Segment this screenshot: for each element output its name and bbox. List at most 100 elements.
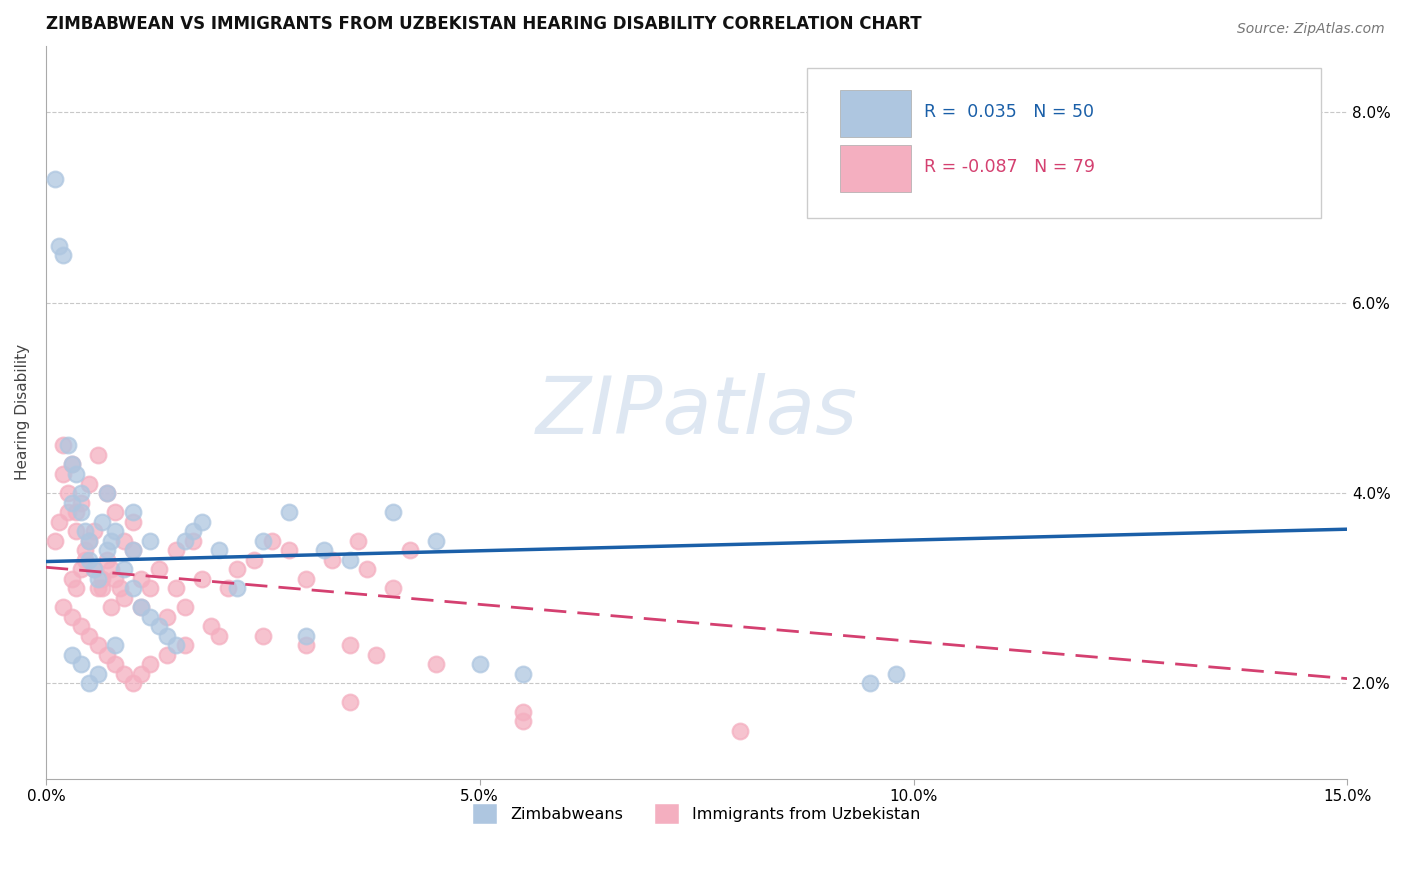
Point	[52, 248, 75, 262]
Point	[52, 600, 75, 615]
Point	[60, 572, 83, 586]
Point	[73, 543, 96, 558]
Point	[121, 676, 143, 690]
Legend: Zimbabweans, Immigrants from Uzbekistan: Zimbabweans, Immigrants from Uzbekistan	[461, 791, 932, 837]
Point	[295, 638, 318, 652]
Point	[399, 543, 422, 558]
Point	[52, 467, 75, 481]
Point	[48, 238, 70, 252]
Point	[104, 572, 127, 586]
Point	[112, 533, 135, 548]
Text: R = -0.087   N = 79: R = -0.087 N = 79	[924, 158, 1095, 176]
Point	[217, 581, 239, 595]
Point	[104, 505, 127, 519]
Point	[79, 676, 101, 690]
FancyBboxPatch shape	[839, 145, 911, 193]
Point	[339, 552, 361, 566]
Point	[156, 648, 179, 662]
Point	[96, 648, 118, 662]
Point	[60, 648, 83, 662]
Point	[79, 533, 101, 548]
Point	[121, 543, 143, 558]
Point	[96, 486, 118, 500]
Point	[96, 552, 118, 566]
Point	[173, 638, 195, 652]
Point	[100, 533, 122, 548]
Point	[56, 486, 79, 500]
Point	[425, 657, 447, 672]
Point	[87, 666, 110, 681]
Point	[79, 533, 101, 548]
Point	[277, 505, 299, 519]
Point	[65, 581, 87, 595]
Point	[243, 552, 266, 566]
Text: Source: ZipAtlas.com: Source: ZipAtlas.com	[1237, 22, 1385, 37]
Point	[44, 172, 66, 186]
FancyBboxPatch shape	[807, 68, 1322, 218]
Point	[73, 524, 96, 538]
Point	[44, 533, 66, 548]
Point	[139, 533, 162, 548]
Point	[859, 676, 882, 690]
Point	[121, 543, 143, 558]
Point	[131, 600, 153, 615]
Point	[79, 552, 101, 566]
Point	[83, 562, 105, 576]
Point	[339, 638, 361, 652]
Point	[173, 600, 195, 615]
Point	[104, 657, 127, 672]
Point	[121, 505, 143, 519]
Point	[131, 572, 153, 586]
Point	[295, 572, 318, 586]
Point	[165, 638, 187, 652]
Point	[83, 562, 105, 576]
Point	[108, 581, 131, 595]
Point	[65, 505, 87, 519]
Point	[87, 572, 110, 586]
Point	[65, 467, 87, 481]
Point	[468, 657, 491, 672]
Y-axis label: Hearing Disability: Hearing Disability	[15, 344, 30, 480]
Point	[104, 638, 127, 652]
Point	[52, 438, 75, 452]
Point	[139, 581, 162, 595]
Point	[69, 495, 91, 509]
Point	[87, 581, 110, 595]
Point	[191, 572, 214, 586]
Point	[148, 562, 170, 576]
Point	[252, 533, 274, 548]
Point	[121, 515, 143, 529]
Point	[65, 524, 87, 538]
Point	[69, 562, 91, 576]
Point	[225, 581, 247, 595]
Point	[512, 666, 534, 681]
Point	[69, 486, 91, 500]
Point	[321, 552, 343, 566]
Text: R =  0.035   N = 50: R = 0.035 N = 50	[924, 103, 1094, 120]
Point	[356, 562, 378, 576]
Point	[112, 591, 135, 605]
Point	[69, 657, 91, 672]
Point	[512, 705, 534, 719]
Point	[208, 543, 231, 558]
Point	[425, 533, 447, 548]
Point	[728, 723, 751, 738]
Point	[91, 515, 114, 529]
Point	[121, 581, 143, 595]
Point	[339, 695, 361, 709]
Point	[382, 581, 405, 595]
Point	[87, 638, 110, 652]
Point	[79, 629, 101, 643]
Point	[69, 619, 91, 633]
Point	[112, 666, 135, 681]
Point	[156, 629, 179, 643]
Point	[104, 524, 127, 538]
Point	[364, 648, 387, 662]
Point	[131, 600, 153, 615]
Point	[312, 543, 335, 558]
Point	[96, 543, 118, 558]
Point	[60, 458, 83, 472]
Point	[208, 629, 231, 643]
FancyBboxPatch shape	[839, 89, 911, 137]
Point	[173, 533, 195, 548]
